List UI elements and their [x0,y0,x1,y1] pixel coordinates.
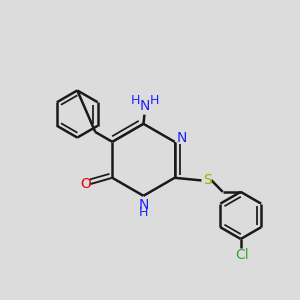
Text: H: H [150,94,159,107]
Text: N: N [177,131,187,145]
Text: N: N [140,99,150,113]
Text: H: H [139,206,148,219]
Text: N: N [138,198,148,212]
Text: H: H [131,94,141,107]
Text: S: S [203,173,212,188]
Text: O: O [80,177,91,191]
Text: Cl: Cl [236,248,249,262]
